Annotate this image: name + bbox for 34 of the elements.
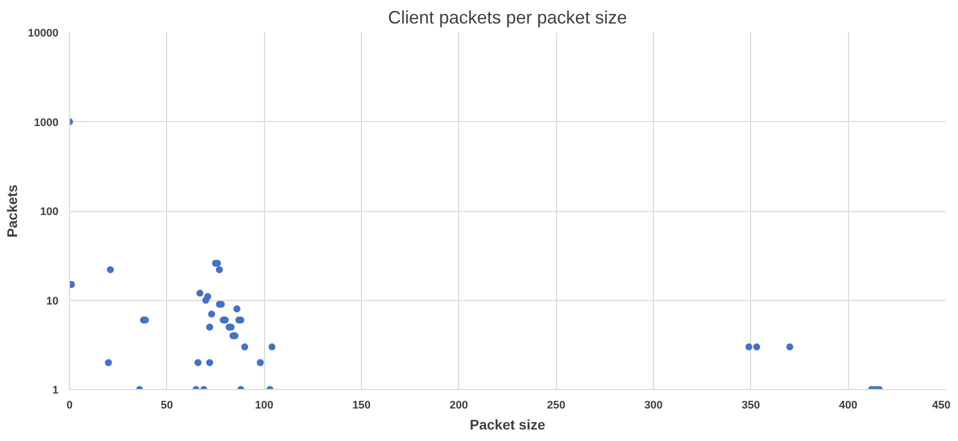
y-tick-label: 100 bbox=[40, 206, 59, 218]
y-tick-label: 10000 bbox=[28, 28, 59, 40]
x-tick-label: 50 bbox=[160, 400, 173, 412]
point bbox=[241, 343, 248, 350]
x-tick-label: 250 bbox=[546, 400, 566, 412]
y-tick-label: 1000 bbox=[34, 116, 59, 129]
point bbox=[106, 266, 114, 274]
x-axis-title: Packet size bbox=[470, 416, 546, 432]
point bbox=[753, 343, 760, 350]
y-axis-title: Packets bbox=[4, 184, 20, 238]
point bbox=[786, 343, 794, 350]
x-tick-label: 300 bbox=[644, 400, 663, 412]
point bbox=[196, 290, 204, 297]
x-tick-label: 0 bbox=[66, 400, 73, 412]
point bbox=[104, 359, 112, 366]
point bbox=[194, 359, 202, 366]
point bbox=[216, 266, 223, 274]
y-tick-label: 10 bbox=[46, 295, 59, 308]
point bbox=[745, 343, 752, 350]
chart-title: Client packets per packet size bbox=[388, 8, 628, 28]
x-tick-label: 400 bbox=[838, 400, 858, 412]
x-tick-label: 450 bbox=[932, 400, 951, 412]
y-tick-label: 1 bbox=[52, 384, 59, 396]
x-tick-label: 150 bbox=[352, 400, 371, 412]
point bbox=[233, 305, 240, 312]
x-tick-label: 200 bbox=[450, 400, 468, 412]
point bbox=[268, 343, 276, 350]
point bbox=[206, 359, 214, 366]
x-tick-label: 350 bbox=[742, 400, 760, 412]
point bbox=[206, 324, 214, 331]
point bbox=[204, 293, 212, 300]
point bbox=[208, 310, 216, 318]
x-tick-label: 100 bbox=[254, 400, 274, 412]
point bbox=[256, 359, 264, 366]
